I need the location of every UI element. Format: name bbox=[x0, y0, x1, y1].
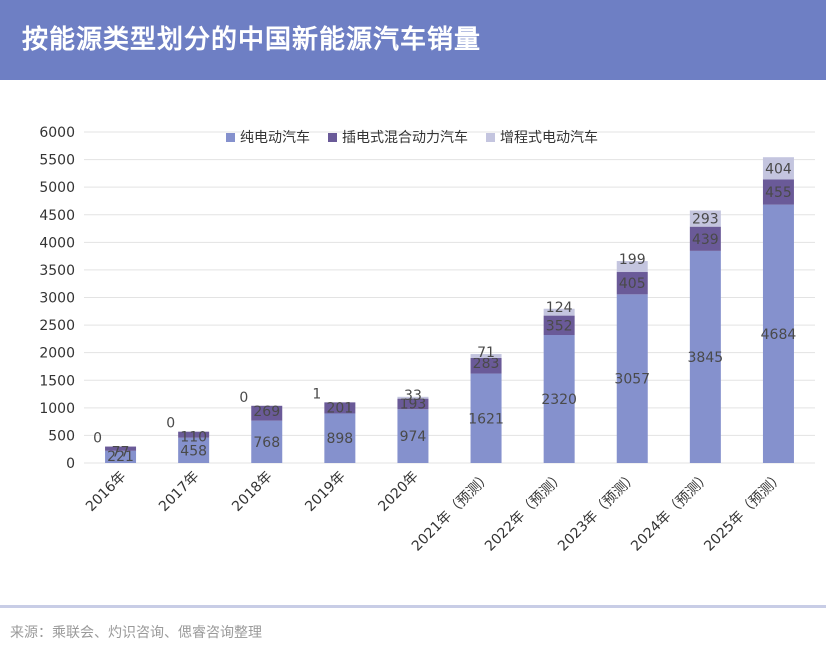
bar-segment bbox=[616, 294, 648, 463]
bar-segment bbox=[105, 446, 137, 451]
bar-segment bbox=[616, 272, 648, 295]
x-tick-label: 2024年（预测） bbox=[628, 469, 714, 555]
footer-divider bbox=[0, 605, 826, 608]
x-tick-label: 2016年 bbox=[83, 469, 129, 515]
data-label: 439 bbox=[692, 232, 719, 248]
data-label: 124 bbox=[546, 300, 573, 316]
y-tick-label: 5000 bbox=[39, 180, 75, 196]
y-tick-label: 6000 bbox=[39, 125, 75, 141]
data-label: 3845 bbox=[688, 350, 724, 366]
data-label: 768 bbox=[253, 435, 280, 451]
legend-label: 插电式混合动力汽车 bbox=[342, 129, 468, 146]
data-label: 898 bbox=[326, 431, 353, 447]
header-banner: 按能源类型划分的中国新能源汽车销量 bbox=[0, 0, 826, 80]
data-label: 0 bbox=[239, 390, 248, 406]
bar-segment bbox=[689, 210, 721, 227]
data-label: 3057 bbox=[614, 372, 650, 388]
x-tick-label: 2025年（预测） bbox=[701, 469, 787, 555]
bar-segment bbox=[543, 335, 575, 463]
y-tick-label: 4000 bbox=[39, 235, 75, 251]
data-label: 352 bbox=[546, 318, 573, 334]
bar-segment bbox=[470, 354, 502, 358]
data-label: 221 bbox=[107, 449, 134, 465]
legend-swatch bbox=[328, 133, 337, 142]
data-label: 71 bbox=[477, 345, 495, 361]
legend-label: 增程式电动汽车 bbox=[500, 129, 598, 146]
bar-segment bbox=[543, 315, 575, 336]
data-label: 193 bbox=[400, 397, 427, 413]
bar-segment bbox=[762, 179, 794, 205]
legend-swatch bbox=[486, 133, 495, 142]
legend-swatch bbox=[226, 133, 235, 142]
data-label: 1621 bbox=[468, 411, 504, 427]
data-label: 199 bbox=[619, 252, 646, 268]
data-label: 269 bbox=[253, 404, 280, 420]
y-tick-label: 0 bbox=[66, 456, 75, 472]
bar-segment bbox=[397, 396, 429, 399]
data-label: 110 bbox=[180, 430, 207, 446]
bar-segment bbox=[543, 308, 575, 316]
data-label: 77 bbox=[112, 445, 130, 461]
data-label: 201 bbox=[326, 400, 353, 416]
data-label: 974 bbox=[400, 429, 427, 445]
data-label: 455 bbox=[765, 185, 792, 201]
data-label: 0 bbox=[166, 416, 175, 432]
bar-segment bbox=[470, 357, 502, 374]
bar-segment bbox=[178, 431, 210, 438]
legend-label: 纯电动汽车 bbox=[240, 129, 310, 146]
bar-segment bbox=[689, 226, 721, 251]
data-label: 293 bbox=[692, 212, 719, 228]
source-note: 来源：乘联会、灼识咨询、偲睿咨询整理 bbox=[10, 625, 262, 641]
bar-segment bbox=[178, 437, 210, 463]
bar-segment bbox=[762, 157, 794, 180]
y-tick-label: 3000 bbox=[39, 291, 75, 307]
chart-area: 0 500 1000 1500 2000 2500 3000 3500 4000 4500 5000… bbox=[0, 80, 826, 606]
bar-segment bbox=[397, 409, 429, 463]
y-tick-label: 3500 bbox=[39, 263, 75, 279]
x-tick-label: 2018年 bbox=[229, 469, 275, 515]
bar-segment bbox=[762, 204, 794, 463]
bar-segment bbox=[689, 250, 721, 463]
x-tick-label: 2022年（预测） bbox=[482, 469, 568, 555]
x-tick-label: 2021年（预测） bbox=[409, 469, 495, 555]
y-tick-label: 1500 bbox=[39, 373, 75, 389]
bar-segment bbox=[470, 373, 502, 463]
y-tick-label: 500 bbox=[48, 428, 75, 444]
y-tick-label: 1000 bbox=[39, 401, 75, 417]
data-label: 458 bbox=[180, 443, 207, 459]
stacked-bar-chart: 0500100015002000250030003500400045005000… bbox=[39, 125, 815, 555]
data-label: 404 bbox=[765, 161, 792, 177]
bar-segment bbox=[251, 420, 283, 463]
x-tick-label: 2020年 bbox=[375, 469, 421, 515]
data-label: 1 bbox=[312, 386, 321, 402]
y-tick-label: 5500 bbox=[39, 153, 75, 169]
y-tick-label: 2500 bbox=[39, 318, 75, 334]
bar-segment bbox=[251, 405, 283, 421]
bar-segment bbox=[324, 413, 356, 463]
bar-segment bbox=[105, 450, 137, 463]
data-label: 283 bbox=[473, 356, 500, 372]
x-tick-label: 2023年（预测） bbox=[555, 469, 641, 555]
bar-segment bbox=[616, 261, 648, 273]
y-tick-label: 2000 bbox=[39, 346, 75, 362]
y-tick-label: 4500 bbox=[39, 208, 75, 224]
data-label: 33 bbox=[404, 388, 422, 404]
bar-segment bbox=[324, 402, 356, 414]
page-title: 按能源类型划分的中国新能源汽车销量 bbox=[22, 25, 482, 55]
x-tick-label: 2019年 bbox=[302, 469, 348, 515]
x-tick-label: 2017年 bbox=[156, 469, 202, 515]
bar-segment bbox=[397, 398, 429, 410]
data-label: 405 bbox=[619, 276, 646, 292]
data-label: 4684 bbox=[761, 327, 797, 343]
data-label: 0 bbox=[93, 431, 102, 447]
data-label: 2320 bbox=[541, 392, 577, 408]
